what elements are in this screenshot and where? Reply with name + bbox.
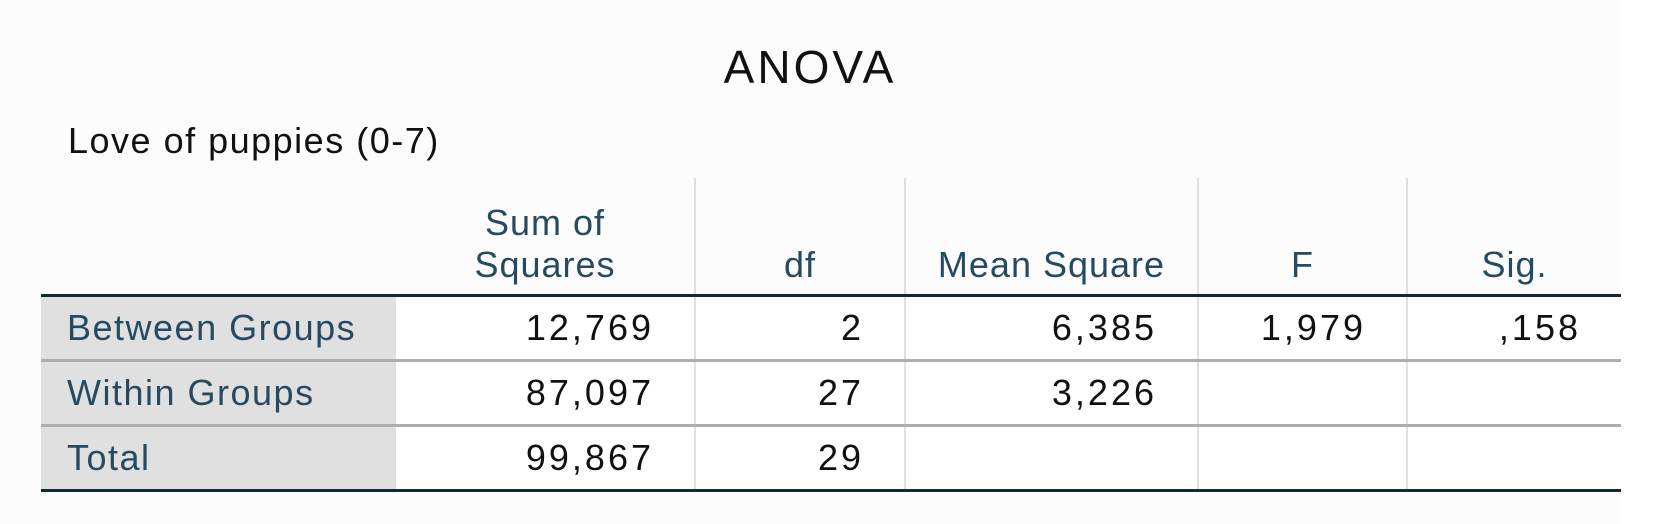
- corner-cell: [41, 178, 396, 297]
- row-label: Between Groups: [41, 295, 396, 362]
- cell-sum-of-squares: 12,769: [396, 295, 695, 362]
- cell-sig: ,158: [1406, 295, 1621, 362]
- cell-f: 1,979: [1197, 295, 1407, 362]
- cell-mean-square: [904, 425, 1198, 492]
- cell-sig: [1406, 425, 1621, 492]
- table-title: ANOVA: [723, 41, 897, 93]
- cell-sig: [1406, 360, 1621, 427]
- cell-sum-of-squares: 99,867: [396, 425, 695, 492]
- cell-df: 2: [694, 295, 905, 362]
- output-panel: ANOVA Love of puppies (0-7) Sum of Squar…: [41, 41, 1621, 492]
- table-row: Within Groups 87,097 27 3,226: [41, 360, 1621, 427]
- row-label: Within Groups: [41, 360, 396, 427]
- header-sum-of-squares: Sum of Squares: [396, 178, 695, 297]
- cell-df: 29: [694, 425, 905, 492]
- table-row: Between Groups 12,769 2 6,385 1,979 ,158: [41, 295, 1621, 362]
- anova-table: Sum of Squares df Mean Square F Sig. Bet…: [41, 178, 1621, 492]
- cell-f: [1197, 425, 1407, 492]
- cell-mean-square: 6,385: [904, 295, 1198, 362]
- header-mean-square: Mean Square: [904, 178, 1198, 297]
- header-df: df: [694, 178, 905, 297]
- cell-sum-of-squares: 87,097: [396, 360, 695, 427]
- cell-mean-square: 3,226: [904, 360, 1198, 427]
- row-label: Total: [41, 425, 396, 492]
- cell-f: [1197, 360, 1407, 427]
- header-sig: Sig.: [1406, 178, 1621, 297]
- header-f: F: [1197, 178, 1407, 297]
- dependent-variable-label: Love of puppies (0-7): [68, 120, 440, 161]
- header-sum-of-squares-label: Sum of Squares: [474, 202, 616, 285]
- header-row: Sum of Squares df Mean Square F Sig.: [41, 178, 1621, 297]
- cell-df: 27: [694, 360, 905, 427]
- table-row: Total 99,867 29: [41, 425, 1621, 492]
